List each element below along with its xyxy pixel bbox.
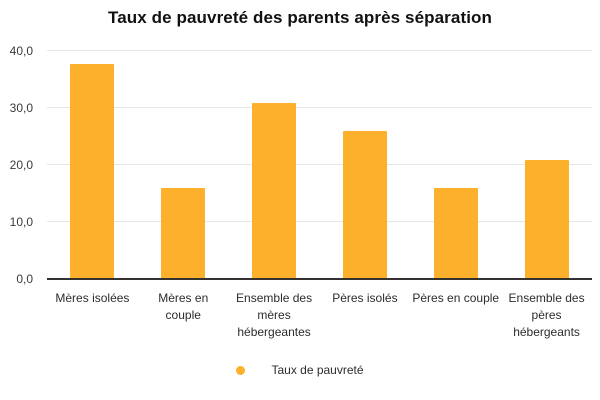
bar-slot bbox=[229, 51, 320, 279]
gridline bbox=[47, 107, 592, 108]
y-tick-label: 30,0 bbox=[9, 101, 33, 115]
bar-p-res-en-couple[interactable] bbox=[433, 188, 478, 279]
bar-p-res-isol-s[interactable] bbox=[342, 131, 387, 279]
x-axis-line bbox=[47, 278, 592, 280]
bar-slot bbox=[410, 51, 501, 279]
y-tick-label: 0,0 bbox=[16, 272, 33, 286]
x-category-label: Pères en couple bbox=[412, 291, 500, 305]
gridline bbox=[47, 50, 592, 51]
y-tick-label: 10,0 bbox=[9, 215, 33, 229]
x-category-label: Mères en couple bbox=[158, 291, 209, 322]
bar-ensemble-des-m-res-h-bergeantes[interactable] bbox=[252, 103, 297, 279]
y-tick-label: 40,0 bbox=[9, 44, 33, 58]
x-category-label: Pères isolés bbox=[332, 291, 398, 305]
x-category-label: Mères isolées bbox=[55, 291, 130, 305]
bar-slot bbox=[319, 51, 410, 279]
legend-label: Taux de pauvreté bbox=[271, 363, 364, 377]
bar-ensemble-des-p-res-h-bergeants[interactable] bbox=[524, 159, 569, 279]
x-axis-category-labels: Mères isolées Mères en couple Ensemble des… bbox=[47, 290, 592, 341]
bar-slot bbox=[138, 51, 229, 279]
y-axis-tick-labels: 0,0 10,0 20,0 30,0 40,0 bbox=[0, 44, 39, 286]
bar-m-res-en-couple[interactable] bbox=[161, 188, 206, 279]
bar-series bbox=[47, 51, 592, 279]
legend[interactable]: Taux de pauvreté bbox=[0, 361, 600, 379]
bar-slot bbox=[47, 51, 138, 279]
x-category-label: Ensemble des pères hébergeants bbox=[508, 291, 585, 339]
gridline bbox=[47, 164, 592, 165]
bar-m-res-isol-es[interactable] bbox=[70, 63, 115, 279]
bar-slot bbox=[501, 51, 592, 279]
chart-title: Taux de pauvreté des parents après sépar… bbox=[108, 8, 492, 27]
plot-area bbox=[47, 50, 592, 280]
gridline bbox=[47, 221, 592, 222]
legend-marker-icon bbox=[236, 365, 246, 375]
x-category-label: Ensemble des mères hébergeantes bbox=[236, 291, 313, 339]
y-tick-label: 20,0 bbox=[9, 158, 33, 172]
